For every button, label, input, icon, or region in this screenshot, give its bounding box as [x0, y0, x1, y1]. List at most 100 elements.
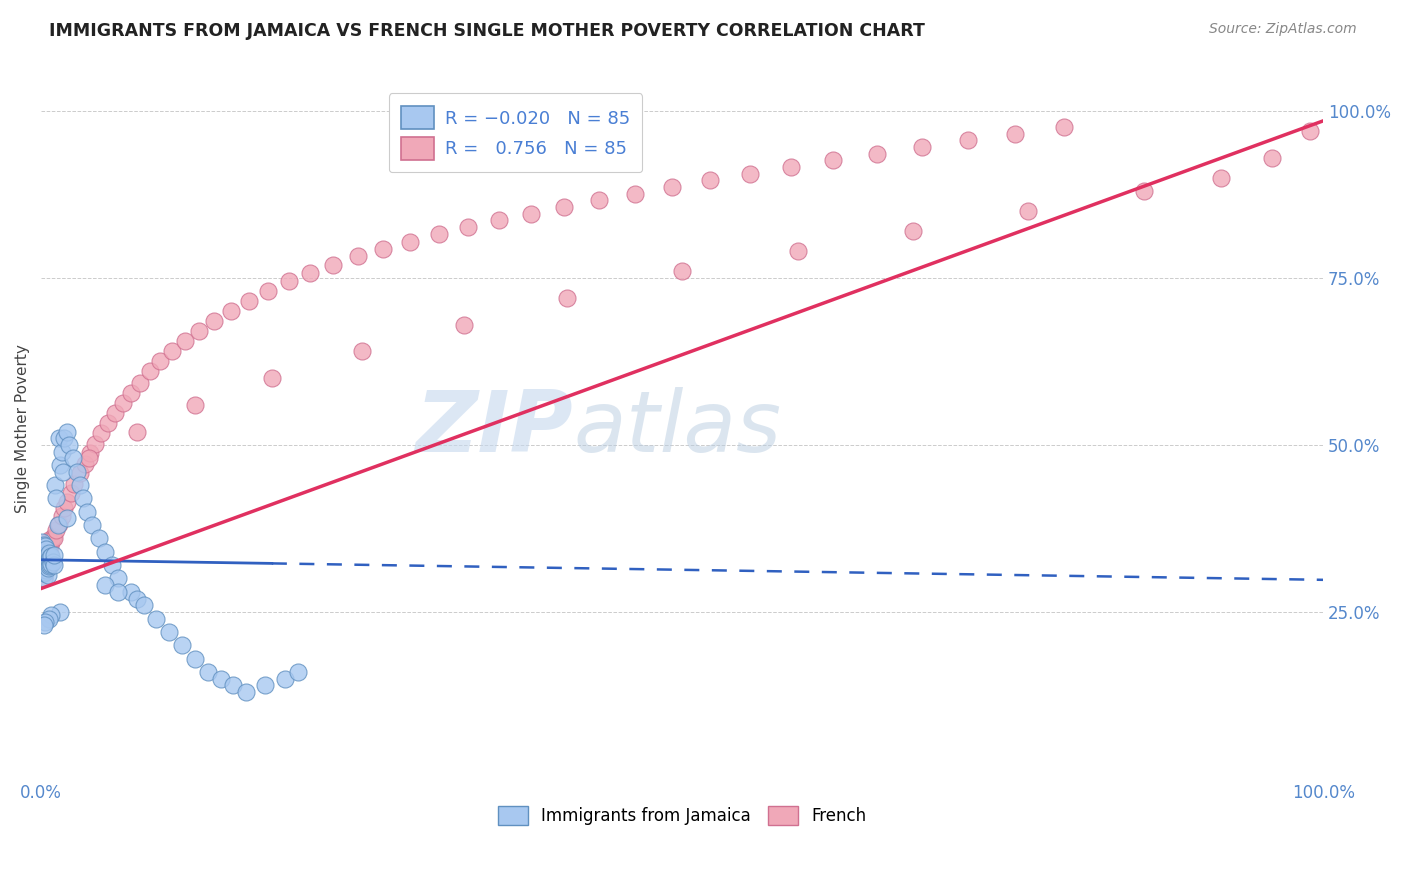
Point — [31, 561, 53, 575]
Point — [699, 173, 721, 187]
Point — [34, 541, 56, 556]
Point — [197, 665, 219, 679]
Point — [32, 543, 55, 558]
Point — [35, 558, 58, 573]
Point — [671, 264, 693, 278]
Point — [31, 545, 53, 559]
Point — [34, 615, 56, 629]
Point — [32, 561, 55, 575]
Point — [738, 167, 761, 181]
Point — [31, 558, 53, 573]
Point — [77, 451, 100, 466]
Point — [55, 511, 77, 525]
Point — [132, 598, 155, 612]
Point — [38, 545, 60, 559]
Point — [457, 220, 479, 235]
Point — [42, 548, 65, 562]
Point — [41, 549, 63, 563]
Point — [222, 678, 245, 692]
Point — [31, 565, 53, 579]
Point — [84, 436, 107, 450]
Point — [1209, 170, 1232, 185]
Point — [34, 550, 56, 565]
Point — [254, 678, 277, 692]
Point — [149, 354, 172, 368]
Point — [31, 555, 53, 569]
Point — [69, 478, 91, 492]
Point — [63, 476, 86, 491]
Point — [59, 486, 82, 500]
Point — [37, 538, 59, 552]
Point — [588, 194, 610, 208]
Point — [35, 564, 58, 578]
Point — [32, 572, 55, 586]
Point — [69, 466, 91, 480]
Point — [38, 553, 60, 567]
Point — [350, 344, 373, 359]
Point — [94, 578, 117, 592]
Point — [322, 258, 344, 272]
Point — [1132, 184, 1154, 198]
Point — [823, 153, 845, 168]
Point — [31, 541, 53, 556]
Point — [104, 406, 127, 420]
Text: ZIP: ZIP — [416, 386, 574, 470]
Point — [277, 274, 299, 288]
Text: atlas: atlas — [574, 386, 782, 470]
Point — [41, 555, 63, 569]
Point — [90, 425, 112, 440]
Y-axis label: Single Mother Poverty: Single Mother Poverty — [15, 343, 30, 513]
Point — [127, 425, 149, 439]
Point — [31, 534, 53, 549]
Point — [32, 545, 55, 559]
Point — [38, 611, 60, 625]
Point — [173, 334, 195, 349]
Point — [34, 545, 56, 559]
Point — [37, 548, 59, 562]
Point — [184, 651, 207, 665]
Point — [49, 458, 72, 472]
Point — [31, 548, 53, 562]
Point — [51, 509, 73, 524]
Point — [34, 551, 56, 566]
Point — [38, 559, 60, 574]
Point — [31, 551, 53, 566]
Point — [39, 550, 62, 565]
Point — [219, 304, 242, 318]
Point — [520, 207, 543, 221]
Point — [55, 494, 77, 508]
Point — [46, 518, 69, 533]
Point — [35, 548, 58, 562]
Point — [453, 318, 475, 332]
Point — [901, 224, 924, 238]
Point — [35, 553, 58, 567]
Point — [35, 537, 58, 551]
Point — [45, 524, 67, 538]
Point — [780, 160, 803, 174]
Point — [120, 385, 142, 400]
Point — [956, 133, 979, 147]
Point — [37, 555, 59, 569]
Point — [32, 572, 55, 586]
Point — [160, 344, 183, 359]
Point — [94, 545, 117, 559]
Point — [555, 291, 578, 305]
Point — [35, 542, 58, 557]
Point — [32, 618, 55, 632]
Point — [184, 398, 207, 412]
Point — [1299, 124, 1322, 138]
Point — [107, 585, 129, 599]
Point — [34, 559, 56, 574]
Point — [172, 638, 194, 652]
Point — [1017, 204, 1039, 219]
Point — [346, 250, 368, 264]
Point — [38, 546, 60, 560]
Point — [62, 451, 84, 466]
Point — [44, 478, 66, 492]
Point — [145, 611, 167, 625]
Point — [128, 376, 150, 390]
Point — [37, 561, 59, 575]
Point — [107, 572, 129, 586]
Point — [100, 558, 122, 573]
Point — [52, 465, 75, 479]
